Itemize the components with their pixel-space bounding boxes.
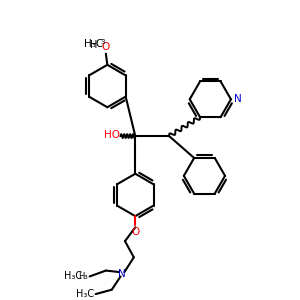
Text: O: O bbox=[102, 42, 110, 52]
Text: H: H bbox=[90, 40, 98, 50]
Text: O: O bbox=[131, 227, 140, 237]
Text: N: N bbox=[118, 268, 126, 278]
Text: HO: HO bbox=[104, 130, 120, 140]
Text: N: N bbox=[234, 94, 242, 104]
Text: H₃C: H₃C bbox=[84, 39, 104, 49]
Text: H₃: H₃ bbox=[79, 272, 88, 281]
Text: H₃C: H₃C bbox=[76, 289, 94, 299]
Text: 3: 3 bbox=[100, 39, 105, 45]
Text: H₃C: H₃C bbox=[64, 271, 82, 281]
